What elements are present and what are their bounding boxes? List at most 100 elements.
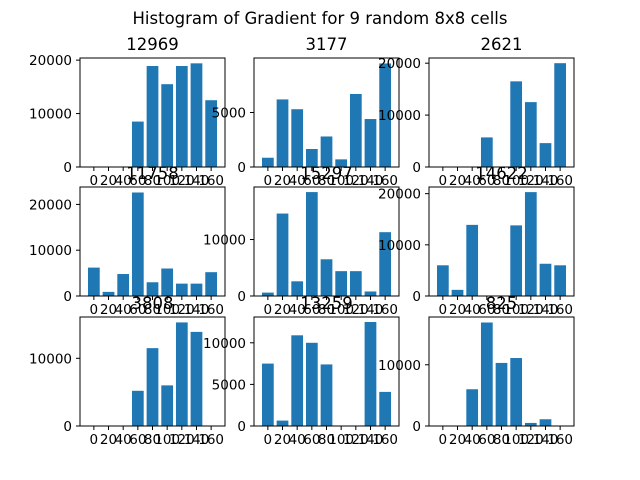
- bar: [510, 225, 523, 296]
- x-tick-label: 140: [358, 173, 384, 189]
- bar: [320, 136, 333, 167]
- x-tick-label: 60: [129, 173, 146, 189]
- y-tick-label: 0: [237, 289, 246, 305]
- bar: [131, 192, 144, 296]
- bar: [320, 259, 333, 296]
- subplot-title: 825: [486, 294, 518, 313]
- bar: [205, 100, 218, 167]
- y-tick-label: 10000: [378, 238, 421, 254]
- bar: [161, 84, 174, 167]
- bar: [305, 192, 318, 296]
- x-tick-label: 40: [464, 432, 481, 448]
- bar: [146, 348, 159, 426]
- subplot-title: 13259: [300, 294, 353, 313]
- x-tick-label: 120: [518, 432, 544, 448]
- x-tick-label: 60: [129, 302, 146, 318]
- x-tick-label: 80: [493, 173, 510, 189]
- x-tick-label: 20: [100, 302, 117, 318]
- x-tick-label: 120: [343, 173, 369, 189]
- x-tick-label: 100: [154, 173, 180, 189]
- bar: [524, 192, 537, 296]
- bar: [335, 271, 348, 296]
- bar: [131, 390, 144, 426]
- x-tick-label: 0: [264, 302, 273, 318]
- bar: [291, 109, 304, 167]
- axes-frame: [428, 186, 575, 297]
- bar: [466, 389, 479, 426]
- bar: [305, 149, 318, 167]
- y-tick-label: 10000: [29, 243, 72, 259]
- x-tick-label: 160: [198, 302, 224, 318]
- y-tick-label: 0: [412, 289, 421, 305]
- y-tick-label: 5000: [212, 377, 246, 393]
- bar: [451, 289, 464, 296]
- y-tick-label: 0: [63, 289, 72, 305]
- x-tick-label: 160: [547, 432, 573, 448]
- y-tick-label: 20000: [378, 187, 421, 203]
- x-tick-label: 100: [328, 302, 354, 318]
- y-tick-label: 10000: [203, 336, 246, 352]
- bar: [480, 137, 493, 167]
- bar: [554, 63, 567, 167]
- x-tick-label: 20: [274, 302, 291, 318]
- y-tick-label: 0: [412, 419, 421, 435]
- y-tick-label: 10000: [29, 351, 72, 367]
- bar: [175, 66, 188, 167]
- axes-frame: [428, 57, 575, 168]
- bar: [539, 419, 552, 426]
- bar: [349, 93, 362, 167]
- x-tick-label: 0: [90, 432, 99, 448]
- x-tick-label: 80: [493, 432, 510, 448]
- bar: [146, 66, 159, 167]
- subplot-title: 15297: [300, 164, 353, 183]
- x-tick-label: 140: [533, 432, 559, 448]
- bar: [161, 385, 174, 426]
- x-tick-label: 160: [547, 302, 573, 318]
- y-tick-label: 20000: [29, 197, 72, 213]
- bar: [205, 272, 218, 296]
- bar: [379, 63, 392, 168]
- bar: [379, 232, 392, 296]
- x-tick-label: 20: [274, 432, 291, 448]
- x-tick-label: 80: [144, 432, 161, 448]
- bar: [436, 265, 449, 296]
- bar: [495, 362, 508, 426]
- y-tick-label: 0: [237, 160, 246, 176]
- x-tick-label: 20: [100, 432, 117, 448]
- y-tick-label: 0: [237, 419, 246, 435]
- subplot-title: 12969: [126, 35, 179, 54]
- x-tick-label: 20: [449, 432, 466, 448]
- x-tick-label: 100: [503, 173, 529, 189]
- x-tick-label: 160: [372, 432, 398, 448]
- bar: [261, 292, 274, 296]
- bar: [554, 265, 567, 296]
- x-tick-label: 100: [154, 302, 180, 318]
- x-tick-label: 160: [372, 302, 398, 318]
- x-tick-label: 0: [264, 173, 273, 189]
- bar: [305, 342, 318, 426]
- x-tick-label: 0: [439, 432, 448, 448]
- bar: [261, 157, 274, 167]
- bar: [320, 364, 333, 426]
- x-tick-label: 140: [184, 173, 210, 189]
- x-tick-label: 40: [115, 173, 132, 189]
- bar: [87, 267, 100, 296]
- bar: [510, 81, 523, 167]
- x-tick-label: 100: [503, 432, 529, 448]
- x-tick-label: 40: [289, 302, 306, 318]
- bar: [276, 213, 289, 296]
- x-tick-label: 160: [547, 173, 573, 189]
- y-tick-label: 0: [63, 160, 72, 176]
- bar: [335, 159, 348, 167]
- x-tick-label: 120: [343, 302, 369, 318]
- x-tick-label: 60: [478, 302, 495, 318]
- x-tick-label: 80: [318, 432, 335, 448]
- x-tick-label: 40: [464, 173, 481, 189]
